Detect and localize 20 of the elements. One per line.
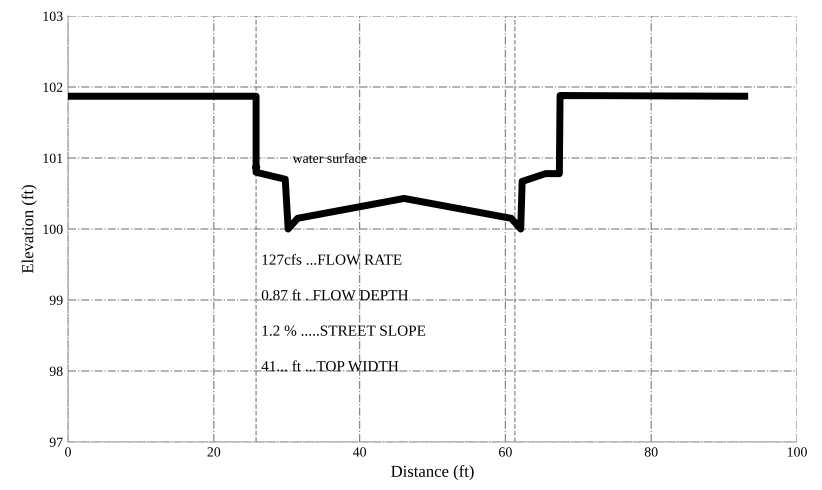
annotation: 127cfs ...FLOW RATE [262, 254, 402, 265]
y-tick-label: 100 [44, 224, 63, 234]
annotation: 41... ft ...TOP WIDTH [261, 360, 398, 372]
x-axis-title: Distance (ft) [391, 465, 474, 480]
annotation: 0.87 ft . FLOW DEPTH [262, 289, 408, 300]
y-axis-title: Elevation (ft) [21, 185, 37, 274]
y-tick-label: 103 [44, 12, 63, 21]
y-tick-label: 97 [50, 438, 63, 447]
x-tick-label: 80 [644, 447, 658, 457]
annotation: 1.2 % .....STREET SLOPE [262, 325, 426, 336]
x-tick-label: 40 [352, 447, 366, 457]
x-tick-label: 100 [788, 447, 807, 457]
x-tick-label: 20 [207, 447, 220, 457]
y-tick-label: 99 [50, 296, 63, 305]
y-tick-label: 101 [44, 154, 62, 163]
x-tick-label: 0 [65, 447, 71, 457]
x-tick-label: 60 [499, 447, 512, 457]
y-tick-label: 102 [44, 82, 62, 92]
y-tick-label: 98 [50, 366, 63, 376]
annotation: water surface [292, 153, 366, 163]
